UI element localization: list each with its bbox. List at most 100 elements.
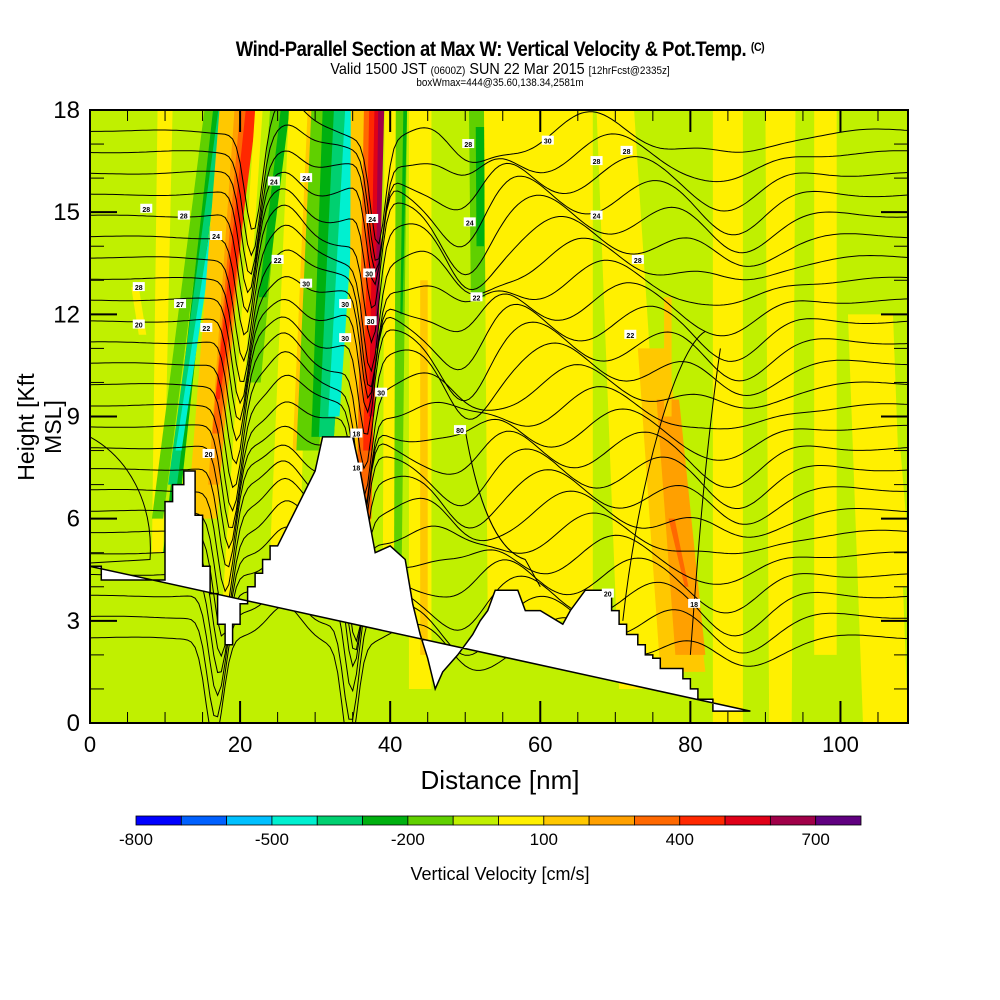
contour-label: 18 (350, 428, 363, 439)
contour-label: 24 (366, 213, 379, 224)
theta-contour-line (90, 425, 908, 550)
contour-label-box (267, 176, 280, 186)
contour-label: 30 (339, 299, 352, 309)
velocity-band (420, 280, 428, 655)
contour-label-box (470, 292, 483, 302)
colorbar-bin (226, 815, 273, 826)
contour-label: 30 (363, 268, 376, 278)
theta-contour-line (464, 430, 541, 588)
axes: 0 20 40 60 80 100 0 3 6 9 12 15 18 (53, 97, 908, 757)
contour-label-text: 22 (473, 295, 481, 302)
contour-labels: 28 28 20 28 27 24 22 20 24 22 24 30 30 30 24 30 30 18 18 30… (132, 135, 701, 609)
colorbar-bin (135, 815, 182, 826)
velocity-band (712, 110, 743, 723)
contour-label: 30 (300, 278, 313, 289)
contour-label-box (453, 425, 466, 435)
theta-contour-line (90, 188, 908, 314)
velocity-band (668, 518, 689, 587)
contour-label-box (210, 231, 223, 241)
contour-label: 20 (202, 448, 215, 459)
valid-date: SUN 22 Mar 2015 (469, 61, 585, 78)
contour-label-text: 28 (623, 149, 631, 156)
contour-label-box (177, 210, 190, 220)
contour-label-box (590, 156, 603, 166)
velocity-band (151, 110, 216, 519)
contour-label: 28 (462, 139, 475, 149)
contour-label-text: 30 (341, 302, 349, 309)
theta-contour-line (90, 171, 908, 294)
contour-label: 18 (688, 598, 701, 609)
contour-label-box (463, 217, 476, 227)
contour-label: 27 (174, 299, 187, 309)
velocity-band (151, 110, 173, 553)
y-tick-label: 6 (67, 506, 80, 533)
contour-label-text: 80 (456, 428, 464, 435)
contour-label: 30 (339, 333, 352, 343)
contour-label-box (590, 210, 603, 220)
contour-label-box (363, 268, 376, 278)
colorbar-bin (180, 815, 228, 826)
colorbar: -800 -500 -200 100 400 700 (119, 815, 862, 849)
x-tick-label: 20 (228, 732, 252, 757)
theta-contour-line (90, 374, 908, 516)
theta-contour-line (90, 444, 908, 568)
contour-label-text: 22 (626, 333, 634, 340)
terrain (90, 436, 751, 712)
x-axis-label: Distance [nm] (420, 765, 580, 795)
contour-label-text: 30 (341, 336, 349, 343)
valid-time: Valid 1500 JST (330, 61, 427, 78)
colorbar-tick-label: 400 (666, 830, 694, 849)
colorbar-bin (724, 815, 771, 826)
y-axis-label: Height [Kft MSL] (13, 373, 66, 481)
colorbar-bin (271, 815, 318, 826)
theta-contour-line (90, 351, 908, 500)
theta-contour-line (90, 110, 908, 245)
contour-label: 28 (590, 156, 603, 166)
contour-label-text: 24 (466, 220, 474, 227)
colorbar-label: Vertical Velocity [cm/s] (410, 864, 590, 884)
x-tick-label: 100 (822, 732, 859, 757)
contour-label-text: 24 (368, 217, 376, 224)
contour-label-text: 18 (690, 602, 698, 609)
contour-label-box (688, 598, 701, 608)
theta-contour-line (90, 150, 908, 276)
contour-label-box (300, 278, 313, 288)
forecast-info: [12hrFcst@2335z] (588, 65, 670, 77)
theta-contour-line (90, 316, 908, 442)
theta-contour-line (90, 204, 908, 344)
colorbar-bin (679, 815, 726, 826)
y-tick-label: 15 (53, 199, 80, 226)
contour-label-box (350, 428, 363, 438)
x-tick-label: 0 (84, 732, 96, 757)
contour-label: 30 (364, 316, 377, 326)
contour-label-text: 28 (142, 207, 150, 214)
colorbar-tick-label: 700 (802, 830, 830, 849)
theta-contour-line (90, 572, 908, 697)
contour-label-text: 28 (464, 142, 472, 149)
colorbar-bin (543, 815, 590, 826)
contour-label-text: 20 (205, 452, 213, 459)
colorbar-bin (452, 815, 499, 826)
colorbar-tick-label: -500 (255, 830, 289, 849)
velocity-band (664, 297, 672, 417)
contour-label-text: 30 (544, 139, 552, 146)
theta-contours (90, 110, 908, 723)
velocity-band (656, 399, 706, 655)
contour-label-box (300, 173, 313, 183)
contour-label: 30 (541, 135, 554, 146)
contour-label-text: 18 (353, 466, 361, 473)
terrain-profile (90, 436, 751, 712)
x-tick-label: 60 (528, 732, 552, 757)
y-tick-label: 18 (53, 97, 80, 124)
contour-label: 24 (210, 231, 223, 241)
contour-label-text: 30 (302, 282, 310, 289)
contour-label-text: 18 (353, 432, 361, 439)
velocity-band (475, 127, 485, 247)
contour-label: 18 (350, 462, 363, 473)
contour-label-text: 28 (180, 214, 188, 221)
theta-contour-line (90, 332, 908, 470)
contour-label-box (620, 145, 633, 155)
contour-label: 28 (631, 254, 644, 265)
x-tick-label: 80 (678, 732, 702, 757)
